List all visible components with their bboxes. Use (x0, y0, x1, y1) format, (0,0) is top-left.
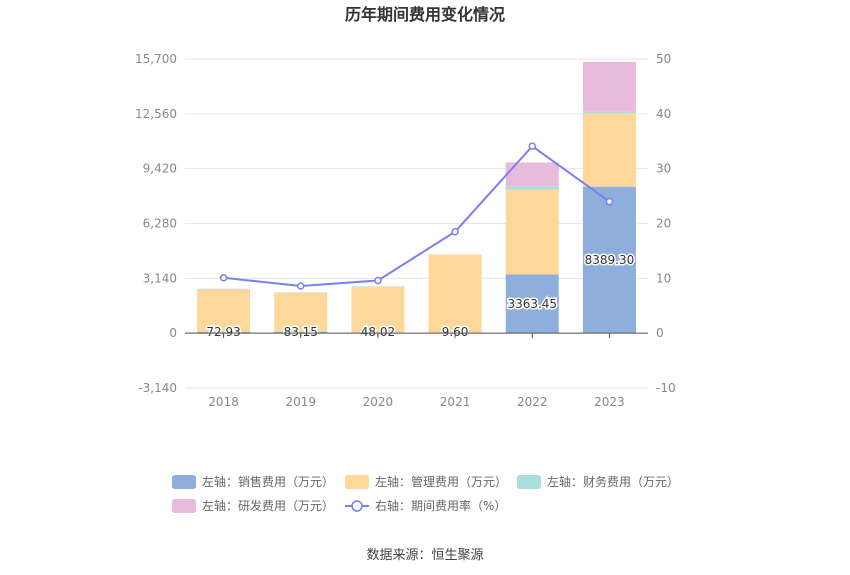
data-source: 数据来源：恒生聚源 (366, 548, 483, 563)
bars-layer (197, 61, 636, 334)
bar-segment (428, 254, 482, 333)
expense-rate-point (528, 142, 536, 150)
legend-item: 左轴：研发费用（万元） (172, 498, 334, 513)
grid-layer (185, 58, 648, 389)
bar-segment (197, 331, 251, 334)
data-labels-layer: 72.93 83.15 48.02 9.60 3363.45 8389.30 (205, 251, 636, 340)
left-axis-tick-label: 9,420 (143, 162, 177, 176)
bar-segment (274, 292, 328, 332)
legend-item: 左轴：管理费用（万元） (345, 474, 507, 489)
bar-segment (582, 186, 636, 334)
expense-rate-point (451, 227, 459, 236)
bar-segment (505, 186, 559, 190)
right-axis-tick-label: 40 (656, 107, 671, 121)
sales-data-label: 72.93 (206, 325, 240, 339)
line-layer (219, 142, 614, 290)
axis-layer: 15,700 12,560 9,420 6,280 3,140 0 -3,140 50 40 30… (135, 52, 676, 409)
sales-data-label: 83.15 (284, 325, 318, 339)
sales-data-label: 8389.30 (585, 253, 635, 267)
legend-label: 左轴：财务费用（万元） (547, 474, 679, 489)
right-axis-tick-label: 10 (656, 271, 671, 285)
bar-segment (582, 111, 636, 114)
right-axis-tick-label: 50 (656, 52, 671, 66)
legend-label: 左轴：管理费用（万元） (375, 474, 507, 489)
left-axis-tick-label: 12,560 (135, 107, 177, 121)
bar-segment (274, 292, 328, 294)
expense-rate-point (605, 197, 614, 206)
x-axis-tick-label: 2021 (440, 395, 471, 409)
bar-segment (505, 274, 559, 334)
right-axis-tick-label: 30 (656, 162, 671, 176)
left-axis-tick-label: 0 (169, 326, 177, 340)
left-axis-tick-label: -3,140 (138, 381, 177, 395)
x-axis-tick-label: 2019 (285, 395, 316, 409)
right-axis-tick-label: -10 (656, 381, 676, 395)
bar-segment (197, 289, 251, 332)
right-axis-tick-label: 0 (656, 326, 664, 340)
chart-title: 历年期间费用变化情况 (345, 5, 505, 24)
x-axis-tick-label: 2020 (363, 395, 394, 409)
left-axis-tick-label: 15,700 (135, 52, 177, 66)
expense-rate-line (223, 144, 610, 288)
bar-segment (351, 286, 405, 287)
legend: 左轴：销售费用（万元） 左轴：管理费用（万元） 左轴：财务费用（万元） 左轴：研发费用… (172, 474, 679, 513)
legend-swatch (172, 475, 196, 489)
bar-segment (274, 331, 328, 334)
legend-item: 左轴：财务费用（万元） (517, 474, 679, 489)
sales-data-label: 3363.45 (507, 297, 557, 311)
expense-rate-point (297, 282, 305, 290)
x-axis-tick-label: 2023 (594, 395, 625, 409)
left-axis-tick-label: 3,140 (143, 271, 177, 285)
legend-label: 左轴：销售费用（万元） (202, 474, 334, 489)
legend-swatch (517, 475, 541, 489)
legend-label: 左轴：研发费用（万元） (202, 498, 334, 513)
legend-marker (351, 500, 363, 512)
x-axis-tick-label: 2018 (208, 395, 239, 409)
legend-item: 左轴：销售费用（万元） (172, 474, 334, 489)
bar-segment (197, 288, 251, 290)
expense-rate-point (374, 276, 382, 285)
sales-data-label: 9.60 (442, 325, 469, 339)
right-axis-tick-label: 20 (656, 217, 671, 231)
bar-segment (351, 286, 405, 333)
legend-label: 右轴：期间费用率（%） (375, 498, 506, 513)
bar-segment (505, 189, 559, 275)
legend-swatch (345, 475, 369, 489)
bar-segment (582, 113, 636, 187)
x-axis-tick-label: 2022 (517, 395, 548, 409)
left-axis-tick-label: 6,280 (143, 217, 177, 231)
bar-segment (582, 61, 636, 112)
expense-rate-point (219, 274, 228, 282)
sales-data-label: 48.02 (361, 325, 395, 339)
legend-swatch (172, 499, 196, 513)
legend-item: 右轴：期间费用率（%） (345, 498, 506, 513)
